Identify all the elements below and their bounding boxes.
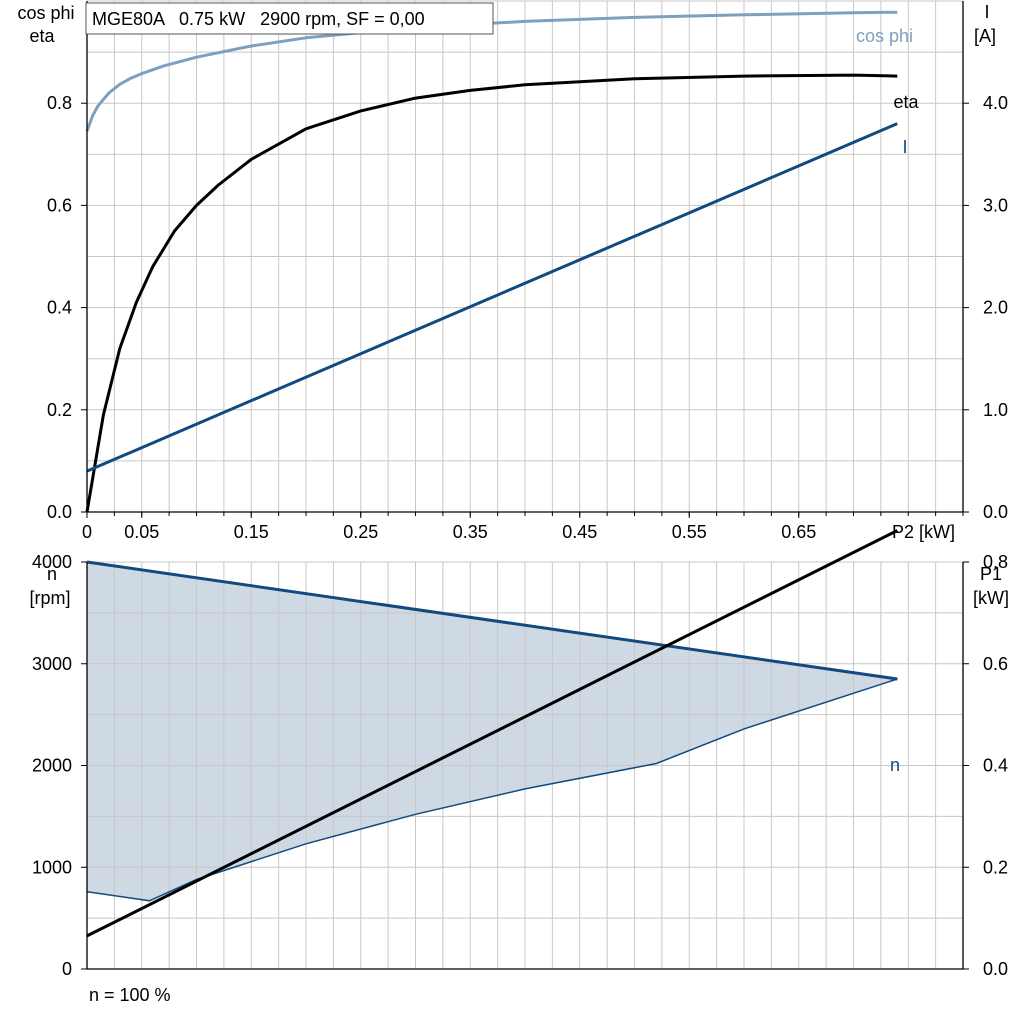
y-right-tick-label: 0.0 (983, 502, 1008, 522)
chart-title: MGE80A 0.75 kW 2900 rpm, SF = 0,00 (92, 9, 425, 29)
y-left-tick-label: 0.8 (47, 93, 72, 113)
y-right-tick-label: 0.6 (983, 654, 1008, 674)
current-series-label: I (902, 137, 907, 157)
x-tick-label: 0.45 (562, 522, 597, 542)
speed-max-curve (86, 560, 898, 681)
top-left-axis-label-line1: cos phi (17, 3, 74, 23)
y-right-tick-label: 0.0 (983, 959, 1008, 979)
cosphi-series-label: cos phi (856, 26, 913, 46)
x-axis-label: P2 [kW] (892, 522, 955, 542)
current-curve (86, 122, 898, 473)
y-left-tick-label: 4000 (32, 552, 72, 572)
bottom-labels: n [rpm] P1 [kW] n n = 100 % (29, 564, 1009, 1005)
x-tick-label: 0.65 (781, 522, 816, 542)
bottom-left-axis-label-line2: [rpm] (29, 588, 70, 608)
eta-curve (85, 73, 898, 513)
x-tick-label: 0.35 (453, 522, 488, 542)
x-tick-label: 0.15 (234, 522, 269, 542)
y-left-tick-label: 1000 (32, 857, 72, 877)
eta-series-label: eta (893, 92, 919, 112)
x-tick-label: 0.55 (672, 522, 707, 542)
y-left-tick-label: 0.2 (47, 400, 72, 420)
y-left-tick-label: 0 (62, 959, 72, 979)
y-right-tick-label: 4.0 (983, 93, 1008, 113)
bottom-series (86, 529, 898, 938)
top-right-axis-label-line1: I (984, 2, 989, 22)
top-series (85, 10, 898, 513)
top-grid (87, 0, 964, 512)
x-tick-label: 0.05 (124, 522, 159, 542)
x-tick-label: 0.25 (343, 522, 378, 542)
bottom-panel: 0 1000 2000 3000 4000 0.0 0.2 0.4 0.6 0.8 n [rpm]… (29, 529, 1009, 1005)
speed-annotation: n = 100 % (89, 985, 171, 1005)
y-right-tick-label: 0.8 (983, 552, 1008, 572)
top-ticks: 0 0.05 0.15 0.25 0.35 0.45 0.55 0.65 0.0 0.2 0.4 0.… (47, 93, 1008, 542)
y-left-tick-label: 2000 (32, 756, 72, 776)
cosphi-curve (85, 10, 898, 132)
x-tick-label: 0 (82, 522, 92, 542)
top-right-axis-label-line2: [A] (974, 26, 996, 46)
bottom-right-axis-label-line2: [kW] (973, 588, 1009, 608)
y-right-tick-label: 1.0 (983, 400, 1008, 420)
speed-series-label: n (890, 755, 900, 775)
y-left-tick-label: 3000 (32, 654, 72, 674)
top-left-axis-label-line2: eta (29, 26, 55, 46)
top-labels: cos phi eta I [A] P2 [kW] cos phi eta I (17, 2, 996, 542)
y-right-tick-label: 3.0 (983, 195, 1008, 215)
y-left-tick-label: 0.4 (47, 298, 72, 318)
y-left-tick-label: 0.0 (47, 502, 72, 522)
chart-title-box (85, 2, 494, 35)
y-right-tick-label: 0.4 (983, 756, 1008, 776)
speed-min-curve (86, 678, 898, 902)
bottom-ticks: 0 1000 2000 3000 4000 0.0 0.2 0.4 0.6 0.8 (32, 552, 1008, 979)
y-right-tick-label: 0.2 (983, 857, 1008, 877)
top-panel: 0 0.05 0.15 0.25 0.35 0.45 0.55 0.65 0.0 0.2 0.4 0.… (17, 0, 1008, 542)
y-left-tick-label: 0.6 (47, 195, 72, 215)
bottom-right-axis-label-line1: P1 (980, 564, 1002, 584)
y-right-tick-label: 2.0 (983, 298, 1008, 318)
p1-curve (86, 529, 898, 938)
bottom-left-axis-label-line1: n (47, 564, 57, 584)
